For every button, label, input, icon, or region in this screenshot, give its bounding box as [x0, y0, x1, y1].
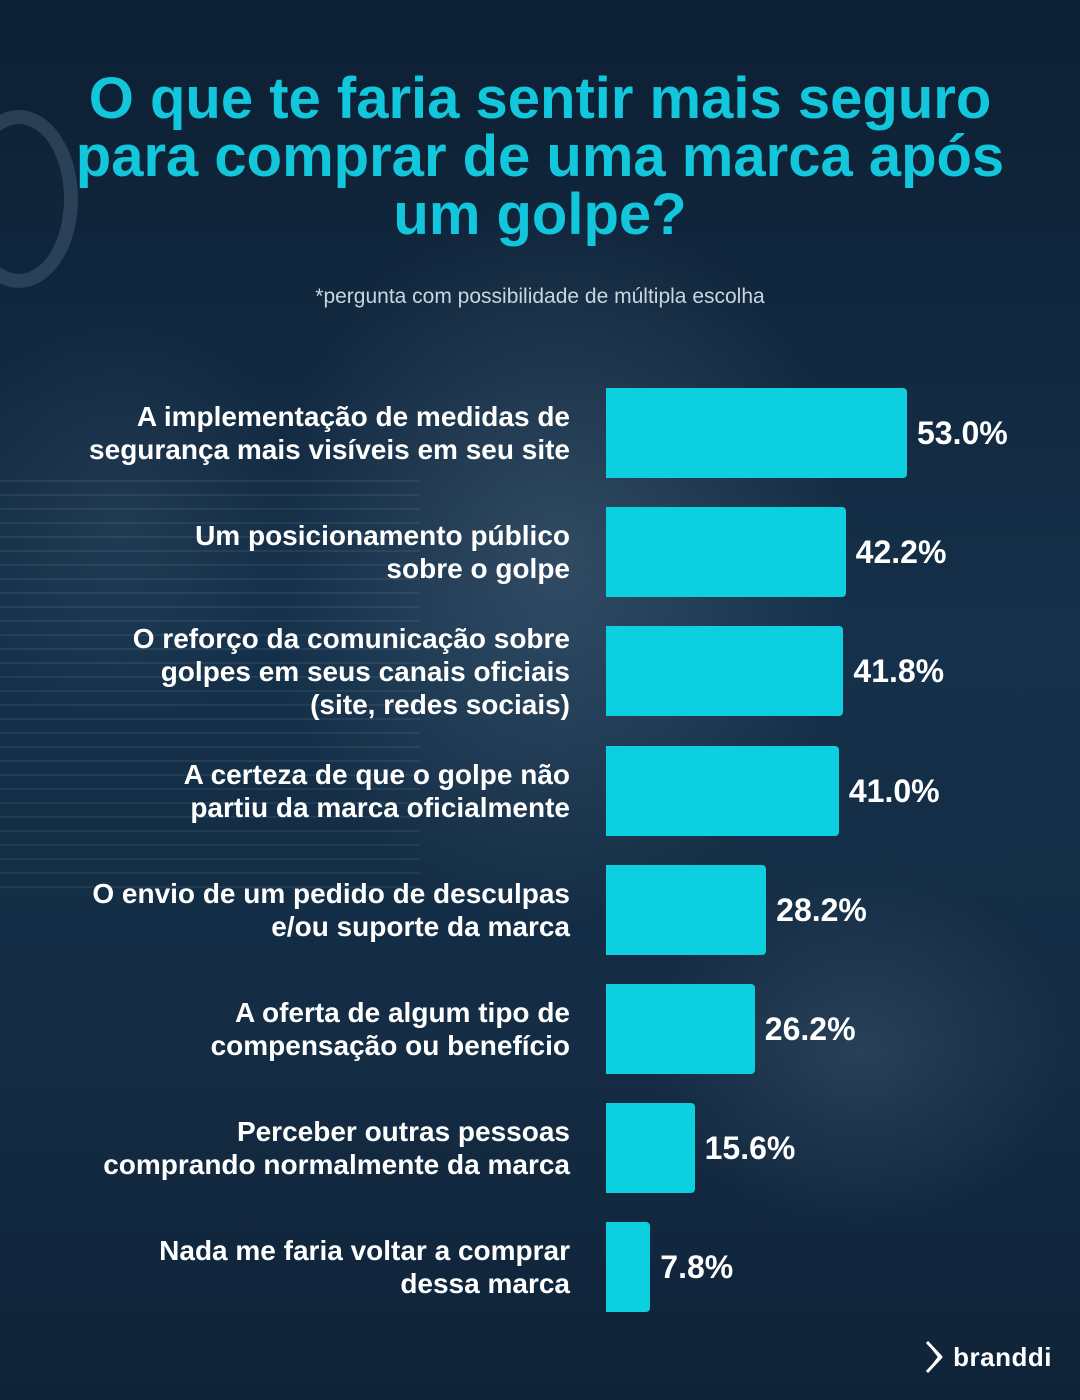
bar — [606, 1222, 651, 1313]
category-label: A implementação de medidas de segurança … — [89, 401, 570, 465]
value-label: 15.6% — [704, 1130, 796, 1167]
brand-name: branddi — [953, 1341, 1052, 1372]
chart-row: O envio de um pedido de desculpas e/ou s… — [0, 864, 1080, 955]
chart-title: O que te faria sentir mais seguro para c… — [75, 66, 1005, 247]
category-label: A certeza de que o golpe não partiu da m… — [183, 758, 570, 823]
chart-row: A implementação de medidas de segurança … — [0, 388, 1080, 478]
category-label: Um posicionamento público sobre o golpe — [195, 520, 570, 585]
chart-row: Perceber outras pessoas comprando normal… — [0, 1103, 1080, 1194]
chevron-arrow-icon — [926, 1340, 943, 1374]
bar — [606, 984, 755, 1074]
value-label: 28.2% — [776, 891, 867, 928]
bar — [606, 507, 846, 598]
bar — [606, 1103, 695, 1194]
value-label: 41.0% — [848, 772, 940, 809]
background-code-lines — [0, 480, 420, 900]
bar — [606, 388, 907, 478]
value-label: 7.8% — [660, 1249, 734, 1286]
category-label: O envio de um pedido de desculpas e/ou s… — [92, 877, 570, 942]
chart-row: Nada me faria voltar a comprar dessa mar… — [0, 1222, 1080, 1313]
category-label: O reforço da comunicação sobre golpes em… — [132, 622, 570, 720]
chart-row: A oferta de algum tipo de compensação ou… — [0, 984, 1080, 1074]
bar — [606, 626, 844, 717]
value-label: 41.8% — [853, 653, 945, 690]
value-label: 26.2% — [764, 1011, 856, 1047]
bar — [606, 864, 767, 955]
chart-row: O reforço da comunicação sobre golpes em… — [0, 622, 1080, 720]
category-label: Perceber outras pessoas comprando normal… — [103, 1116, 570, 1181]
chart-row: A certeza de que o golpe não partiu da m… — [0, 745, 1080, 836]
category-label: Nada me faria voltar a comprar dessa mar… — [159, 1235, 570, 1300]
chart-subtitle: *pergunta com possibilidade de múltipla … — [315, 285, 765, 308]
chart-row: Um posicionamento público sobre o golpe 4… — [0, 507, 1080, 598]
category-label: A oferta de algum tipo de compensação ou… — [210, 997, 570, 1061]
value-label: 42.2% — [855, 534, 947, 571]
brand-logo: branddi — [923, 1340, 1052, 1374]
bar — [606, 745, 839, 836]
value-label: 53.0% — [917, 415, 1008, 451]
